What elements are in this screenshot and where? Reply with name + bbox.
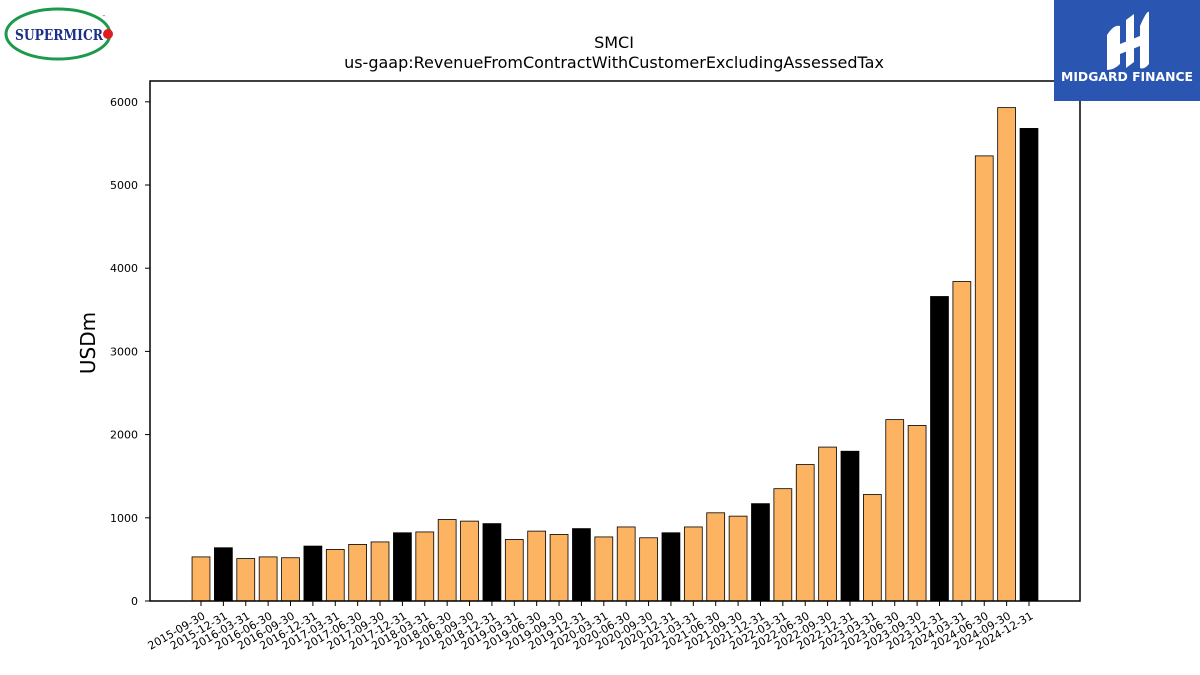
bar	[393, 532, 412, 602]
bar	[325, 549, 345, 602]
bar	[616, 526, 636, 602]
bar	[661, 532, 681, 602]
logo-text: MIDGARD FINANCE	[1061, 69, 1193, 84]
bar	[549, 534, 569, 602]
y-tick-label: 1000	[110, 512, 138, 525]
bar	[639, 537, 658, 602]
bar	[885, 419, 905, 602]
bar	[594, 536, 614, 602]
midgard-finance-logo: MIDGARD FINANCE	[1054, 0, 1200, 101]
bar	[572, 528, 591, 602]
supermicro-logo: SUPERMICR ™	[4, 7, 113, 61]
bar	[907, 425, 927, 602]
chart-subtitle: us-gaap:RevenueFromContractWithCustomerE…	[344, 53, 884, 72]
y-tick-label: 4000	[110, 262, 138, 275]
bar	[415, 531, 435, 602]
bar	[482, 523, 502, 602]
bar	[214, 547, 233, 602]
bar	[281, 557, 300, 602]
chart-title: SMCI	[594, 33, 634, 52]
bars	[191, 107, 1039, 602]
bar	[504, 539, 524, 602]
bar	[1019, 128, 1039, 602]
bar	[773, 488, 793, 602]
bar	[460, 520, 479, 602]
bar	[818, 446, 837, 602]
plot-frame	[149, 80, 1081, 602]
bar	[952, 281, 972, 602]
midgard-mark-icon	[1107, 11, 1149, 70]
bar	[191, 556, 211, 602]
bar	[728, 515, 748, 602]
y-tick-label: 3000	[110, 345, 138, 358]
logo-dot	[103, 29, 113, 39]
bar	[236, 558, 256, 602]
bar	[683, 526, 703, 602]
bar	[795, 464, 815, 602]
bar	[751, 503, 770, 602]
trademark-mark: ™	[102, 14, 106, 19]
y-tick-label: 2000	[110, 429, 138, 442]
bar	[930, 296, 949, 602]
bar	[863, 494, 882, 602]
bar	[974, 155, 994, 602]
y-tick-label: 0	[131, 595, 138, 608]
bar	[348, 544, 367, 602]
bar	[303, 545, 323, 602]
y-axis: 0 1000 2000 3000 4000 5000 6000	[110, 96, 150, 608]
y-tick-label: 6000	[110, 96, 138, 109]
y-axis-label: USDm	[76, 312, 100, 374]
bar	[840, 450, 860, 602]
bar	[370, 541, 390, 602]
bar	[258, 556, 278, 602]
bar	[437, 519, 457, 602]
bar	[997, 107, 1016, 602]
x-axis: 2015-09-302015-12-312016-03-312016-06-30…	[146, 601, 1036, 653]
bar	[527, 530, 547, 602]
y-tick-label: 5000	[110, 179, 138, 192]
bar	[706, 512, 726, 602]
logo-text: SUPERMICR	[15, 26, 103, 44]
